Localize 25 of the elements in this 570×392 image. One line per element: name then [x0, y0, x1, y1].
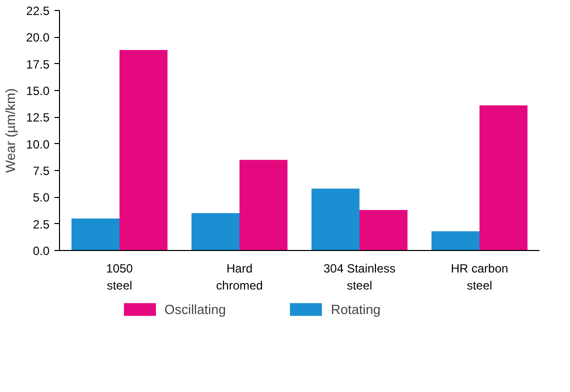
x-tick-label: 304 Stainless steel	[323, 262, 396, 292]
y-axis-title: Wear (µm/km)	[3, 88, 18, 173]
y-tick-label: 20.0	[26, 30, 50, 45]
bar	[432, 231, 480, 250]
y-tick-label: 7.5	[32, 164, 50, 178]
bar	[72, 218, 120, 250]
y-tick-label: 2.5	[32, 217, 50, 232]
x-tick-label: Hard chromed	[216, 262, 263, 292]
bar	[312, 188, 360, 250]
bar	[192, 213, 240, 250]
y-tick-label: 5.0	[32, 190, 50, 205]
y-tick-label: 15.0	[26, 84, 50, 98]
x-tick-label: 1050 steel	[106, 262, 134, 292]
y-tick-label: 12.5	[26, 110, 50, 125]
y-tick-label: 10.0	[26, 137, 50, 152]
bar	[480, 105, 528, 250]
legend-label: Rotating	[330, 302, 381, 316]
y-tick-label: 17.5	[26, 57, 50, 72]
y-tick-label: 22.5	[26, 4, 50, 18]
bar	[120, 50, 168, 250]
x-tick-label: HR carbon steel	[450, 262, 508, 292]
y-tick-label: 0.0	[32, 244, 50, 258]
legend-label: Oscillating	[164, 302, 226, 316]
bar	[240, 160, 288, 250]
bar	[360, 210, 408, 250]
